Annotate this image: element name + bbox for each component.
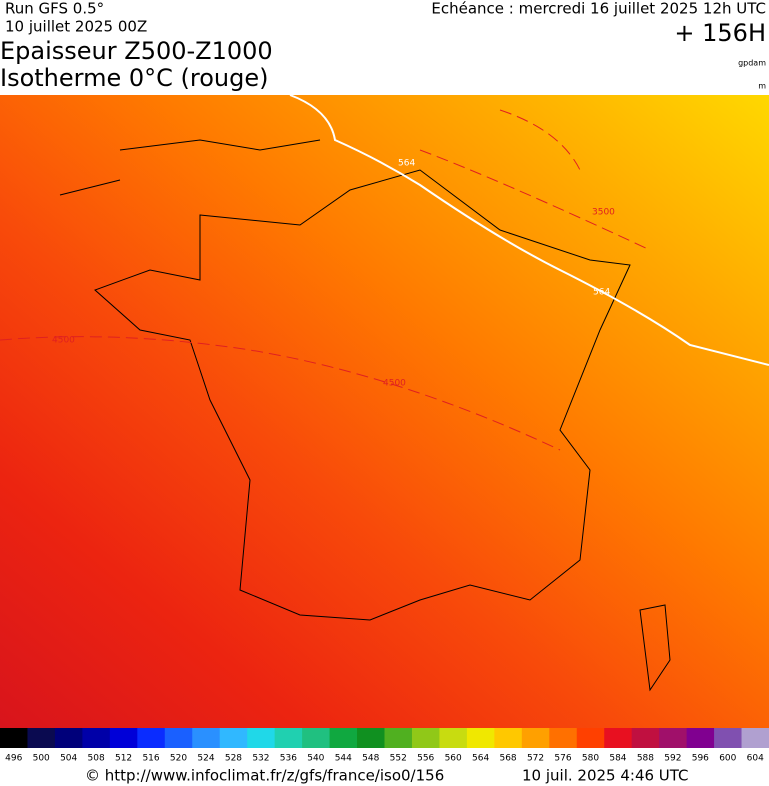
colorbar-label: 584 [609, 754, 626, 764]
colorbar-label: 528 [225, 754, 242, 764]
corsica [639, 604, 671, 692]
colorbar-label: 604 [747, 754, 764, 764]
colorbar-label: 580 [582, 754, 599, 764]
generated: 10 juil. 2025 4:46 UTC [522, 767, 689, 785]
colorbar-label: 544 [335, 754, 352, 764]
contour-label: 4500 [383, 379, 406, 389]
colorbar-cell [219, 728, 248, 748]
valid-time: Echéance : mercredi 16 juillet 2025 12h … [431, 0, 766, 18]
colorbar-label: 552 [390, 754, 407, 764]
colorbar-label: 508 [88, 754, 105, 764]
colorbar-cell [192, 728, 221, 748]
colorbar-cell [411, 728, 440, 748]
colorbar-cell [137, 728, 166, 748]
contour-label: 4500 [52, 336, 75, 346]
contour-label: 564 [593, 288, 610, 298]
colorbar-cell [109, 728, 138, 748]
thickness-field [0, 95, 769, 728]
colorbar-cell [384, 728, 413, 748]
colorbar-label: 548 [362, 754, 379, 764]
colorbar-label: 520 [170, 754, 187, 764]
isoline-564 [289, 94, 769, 366]
subtitle: Isotherme 0°C (rouge) [0, 64, 269, 92]
colorbar-cell [686, 728, 715, 748]
unit: m [758, 82, 766, 91]
colorbar-label: 556 [417, 754, 434, 764]
colorbar-cell [604, 728, 633, 748]
colorbar-label: 500 [33, 754, 50, 764]
colorbar-cell [466, 728, 495, 748]
colorbar: 496 500 504 508 512 516 520 524 528 532 536 540 544 5… [0, 728, 769, 764]
colorbar-label: 532 [252, 754, 269, 764]
source: © http://www.infoclimat.fr/z/gfs/france/… [85, 767, 444, 785]
colorbar-label: 592 [664, 754, 681, 764]
run-date: 10 juillet 2025 00Z [5, 18, 147, 36]
colorbar-cell [659, 728, 688, 748]
colorbar-cell [439, 728, 468, 748]
colorbar-label: 564 [472, 754, 489, 764]
colorbar-cell [0, 728, 28, 748]
colorbar-label: 596 [692, 754, 709, 764]
colorbar-label: 496 [5, 754, 22, 764]
colorbar-cell [82, 728, 111, 748]
colorbar-cell [164, 728, 193, 748]
colorbar-label: 512 [115, 754, 132, 764]
colorbar-cell [357, 728, 385, 748]
isotherm-0c [0, 109, 651, 451]
colorbar-label: 540 [307, 754, 324, 764]
colorbar-cell [302, 728, 331, 748]
colorbar-label: 588 [637, 754, 654, 764]
colorbar-cell [247, 728, 276, 748]
contour-label: 564 [398, 159, 415, 169]
coastline [59, 139, 321, 196]
colorbar-cell [714, 728, 743, 748]
colorbar-label: 572 [527, 754, 544, 764]
colorbar-cell [631, 728, 660, 748]
colorbar-label: 516 [142, 754, 159, 764]
colorbar-cell [549, 728, 578, 748]
colorbar-cell [27, 728, 56, 748]
colorbar-cell [576, 728, 605, 748]
header-bg [0, 0, 769, 95]
coastline [94, 169, 631, 621]
colorbar-cell [521, 728, 550, 748]
colorbar-cell [329, 728, 358, 748]
run: Run GFS 0.5° [5, 0, 104, 18]
lead-time: + 156H [674, 19, 766, 47]
colorbar-label: 568 [499, 754, 516, 764]
colorbar-cell [741, 728, 769, 748]
colorbar-label: 504 [60, 754, 77, 764]
contour-label: 3500 [592, 208, 615, 218]
colorbar-label: 536 [280, 754, 297, 764]
colorbar-cell [494, 728, 523, 748]
colorbar-label: 600 [719, 754, 736, 764]
colorbar-label: 524 [197, 754, 214, 764]
colorbar-label: 560 [445, 754, 462, 764]
colorbar-label: 576 [554, 754, 571, 764]
colorbar-cell [274, 728, 303, 748]
title: Epaisseur Z500-Z1000 [0, 37, 273, 65]
colorbar-cell [54, 728, 83, 748]
unit: gpdam [738, 59, 766, 68]
